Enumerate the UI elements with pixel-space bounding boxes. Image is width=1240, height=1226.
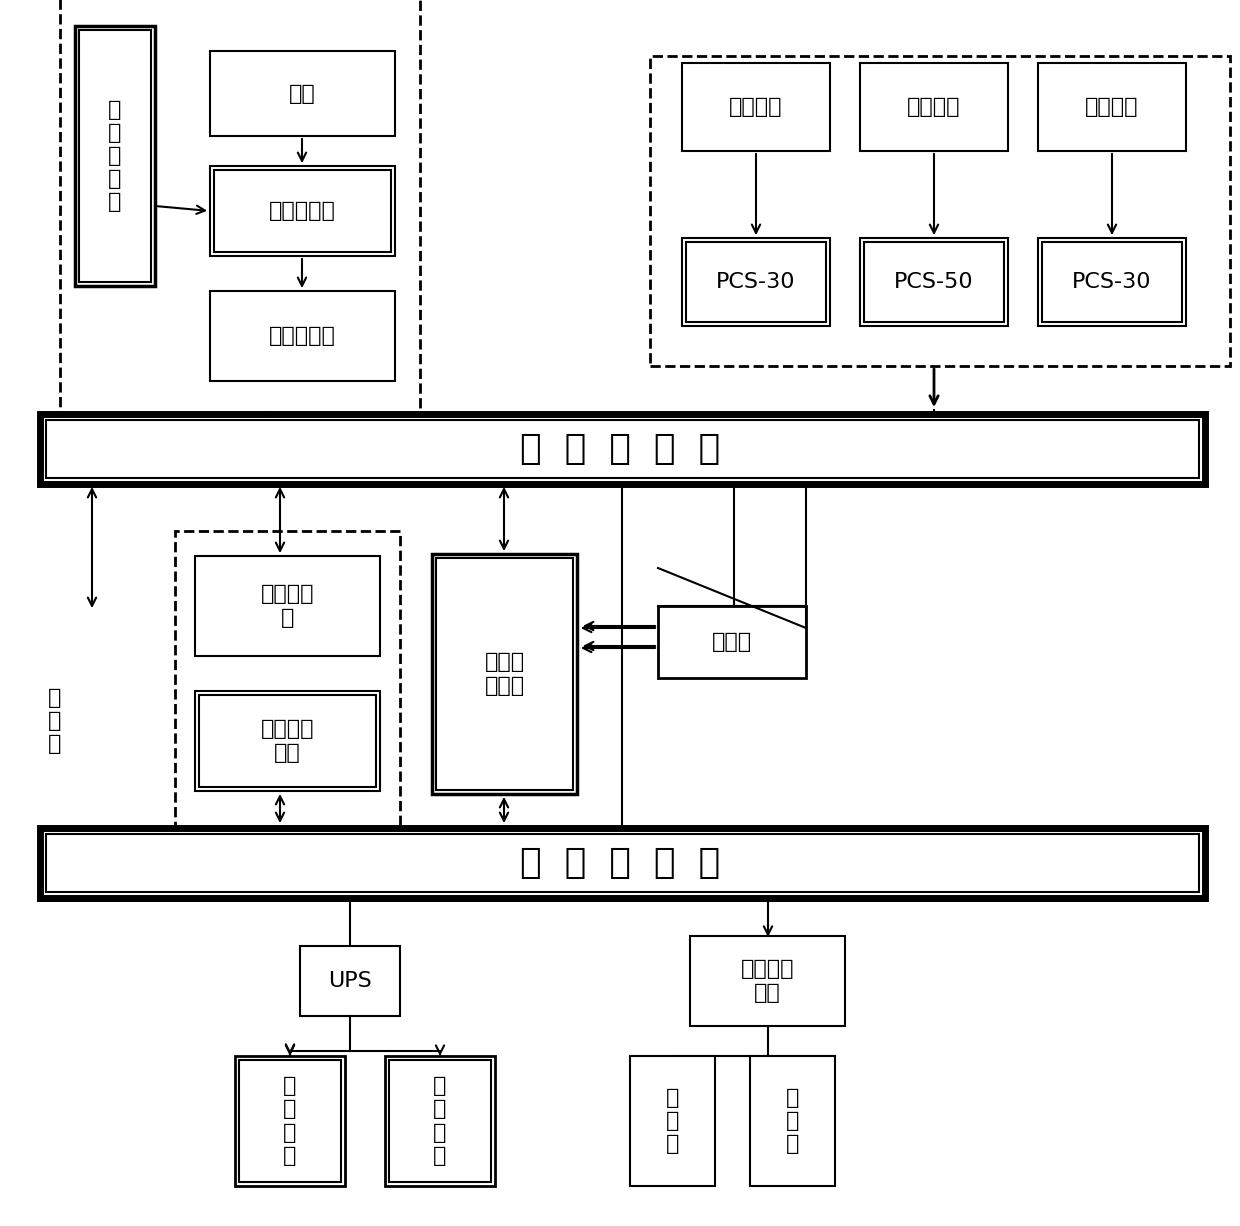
Text: 风
机
模
拟
器: 风 机 模 拟 器 [108,99,122,212]
Text: 铅酸电池: 铅酸电池 [908,97,961,116]
Bar [210,166,396,256]
Text: 负
荷
二: 负 荷 二 [786,1087,800,1154]
Bar [1038,238,1185,326]
Bar [682,238,830,326]
Text: 超级电容: 超级电容 [1085,97,1138,116]
Text: 风机控制器: 风机控制器 [269,201,336,221]
Bar [46,834,1199,893]
Bar [432,554,577,794]
Bar [195,557,379,656]
Bar [384,1056,495,1186]
Text: PCS-30: PCS-30 [717,272,796,292]
Bar [210,51,396,136]
Bar [630,1056,715,1186]
Text: 智  能  开  关  柜: 智 能 开 关 柜 [520,432,720,466]
Bar [436,558,573,790]
Text: 主
控
台: 主 控 台 [48,688,62,754]
Text: 智能家居
管理: 智能家居 管理 [260,720,314,763]
Bar [650,56,1230,367]
Bar [215,170,391,253]
Text: 风机逆变器: 风机逆变器 [269,326,336,346]
Bar [861,238,1008,326]
Bar [79,29,151,282]
Bar [689,935,844,1026]
Bar [46,421,1199,478]
Text: 智
能
家
居: 智 能 家 居 [433,1076,446,1166]
Bar [175,531,401,836]
Text: 负
荷
一: 负 荷 一 [666,1087,680,1154]
Bar [750,1056,835,1186]
Bar [210,291,396,381]
Bar [40,414,1205,484]
Text: 小
区
管
理: 小 区 管 理 [283,1076,296,1166]
Bar [861,63,1008,151]
Bar [686,242,826,322]
Text: 磷酸铁锂: 磷酸铁锂 [729,97,782,116]
Bar [60,0,420,416]
Bar [1038,63,1185,151]
Text: PCS-50: PCS-50 [894,272,973,292]
Bar [40,828,1205,897]
Bar [300,946,401,1016]
Text: 主控柜
测控柜: 主控柜 测控柜 [485,652,525,695]
Bar [239,1060,341,1182]
Bar [389,1060,491,1182]
Text: 风机: 风机 [289,83,316,103]
Bar [864,242,1004,322]
Text: 智  能  开  关  柜: 智 能 开 关 柜 [520,846,720,880]
Text: UPS: UPS [329,971,372,991]
Text: 改造用电
线路: 改造用电 线路 [740,960,795,1003]
Bar [74,26,155,286]
Bar [1042,242,1182,322]
Bar [195,691,379,791]
Bar [198,695,376,787]
Text: PCS-30: PCS-30 [1073,272,1152,292]
Bar [682,63,830,151]
Text: 断路器: 断路器 [712,631,753,652]
Text: 微电网管
理: 微电网管 理 [260,585,314,628]
Bar [658,606,806,678]
Bar [236,1056,345,1186]
